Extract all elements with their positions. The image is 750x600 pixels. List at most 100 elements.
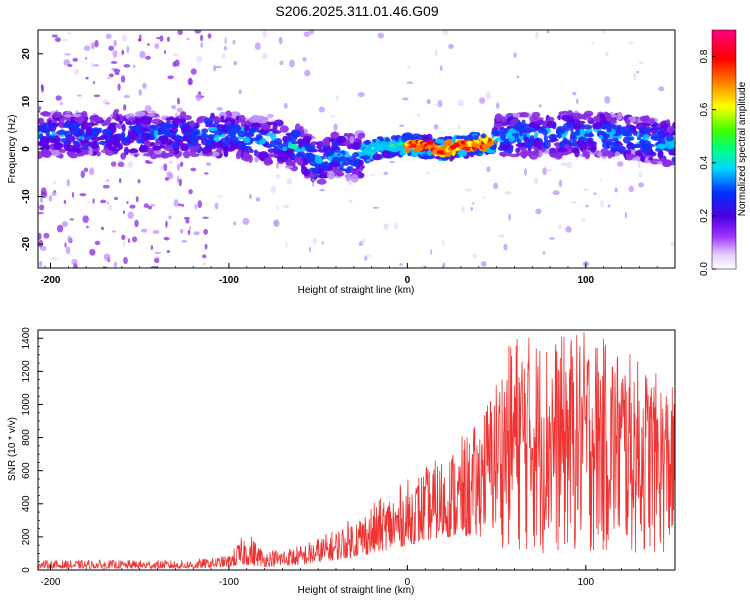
snr-y-label: SNR (10 * v/v) [7,417,18,481]
spectrogram-speckle [576,98,579,105]
spectrogram-cell [532,138,541,148]
spectrogram-cell [298,139,303,149]
spectrogram-speckle [108,45,115,51]
spectrogram-speckle [38,232,42,241]
spectrogram-speckle [63,59,71,66]
spectrogram-speckle [329,115,336,118]
spectrogram-speckle [156,36,161,40]
spectrogram-speckle [457,99,465,107]
spectrogram-speckle [110,61,118,64]
spectrogram-speckle [318,106,325,113]
spectrogram-speckle [422,264,426,268]
spectrogram-speckle [549,237,555,240]
spectrogram-speckle [121,234,126,241]
spectrogram-cell [112,114,118,120]
spectrogram-cell [84,133,90,138]
spectrogram-speckle [493,182,499,190]
spectrogram-cell [45,128,50,137]
spectrogram-cell [640,155,645,162]
spectrogram-speckle [90,42,96,50]
spectrogram-speckle [158,165,164,171]
spectrogram-speckle [126,200,129,204]
spectrogram-cell [172,117,181,127]
spectrogram-cell [58,117,65,125]
spectrogram-cell [576,140,584,145]
spectrogram-cell [639,126,646,131]
spectrogram-speckle [65,246,71,254]
spectrogram-cell [128,148,138,154]
spectrogram-cell [321,138,331,147]
spectrogram-cell [626,154,637,159]
spectrogram-speckle [365,254,371,257]
spectrogram-cell [314,155,323,164]
spectrogram-speckle [113,261,117,268]
spectrogram-speckle [348,199,353,204]
spectrogram-speckle [249,194,252,200]
spectrogram-speckle [233,60,238,66]
spectrogram-cell [208,134,213,143]
spectrogram-speckle [71,191,75,198]
spectrogram-speckle [183,216,191,220]
spectrogram-cell [328,166,333,170]
spectrogram-speckle [127,160,134,169]
spectrogram-cell [163,145,175,152]
spectrogram-speckle [434,49,438,56]
spectrogram-cell [52,122,59,127]
spectrogram-cell [581,124,593,130]
spectrogram-speckle [92,64,100,67]
spectrogram-speckle [51,257,58,261]
spectrogram-speckle [197,200,203,209]
spectrogram-cell [583,110,594,117]
spectrogram-speckle [383,171,388,176]
spectrogram-cell [201,128,209,134]
spectrogram-speckle [604,96,611,104]
spectrogram-speckle [283,102,288,109]
spectrogram-cell [217,127,223,136]
spectrogram-y-tick-label: 10 [21,95,32,107]
spectrogram-cell [316,144,323,150]
spectrogram-speckle [417,113,421,117]
spectrogram-cell [106,116,112,123]
spectrogram-cell [72,140,80,145]
spectrogram-cell [666,125,674,134]
spectrogram-speckle [186,37,190,41]
spectrogram-speckle [138,89,143,96]
spectrogram-cell [88,148,94,156]
spectrogram-speckle [570,201,577,205]
spectrogram-cell [290,152,296,159]
spectrogram-speckle [122,210,126,214]
spectrogram-cell [142,117,152,125]
spectrogram-cell [492,145,497,150]
spectrogram-speckle [472,253,478,258]
spectrogram-cell [73,116,85,123]
spectrogram-cell [188,133,199,143]
spectrogram-cell [350,174,359,183]
spectrogram-speckle [479,97,486,104]
spectrogram-cell [263,157,272,166]
spectrogram-speckle [73,263,78,268]
spectrogram-cell [108,146,116,151]
spectrogram-cell [75,153,84,157]
spectrogram-speckle [336,94,339,101]
spectrogram-speckle [110,161,117,167]
spectrogram-speckle [83,167,89,173]
spectrogram-cell [557,147,568,153]
spectrogram-cell [242,151,248,160]
spectrogram-speckle [483,195,486,199]
spectrogram-cell [642,134,650,141]
spectrogram-speckle [154,251,162,255]
spectrogram-speckle [145,55,151,60]
spectrogram-speckle [480,261,487,267]
spectrogram-cell [422,134,428,143]
spectrogram-cell [547,116,555,122]
spectrogram-speckle [85,57,88,60]
spectrogram-speckle [150,245,154,251]
spectrogram-speckle [538,104,542,108]
spectrogram-cell [494,113,503,123]
spectrogram-cell [243,136,251,144]
spectrogram-speckle [205,162,212,167]
spectrogram-cell [140,132,152,140]
spectrogram-speckle [67,63,73,68]
spectrogram-cell [656,160,663,165]
spectrogram-cell [109,122,118,126]
